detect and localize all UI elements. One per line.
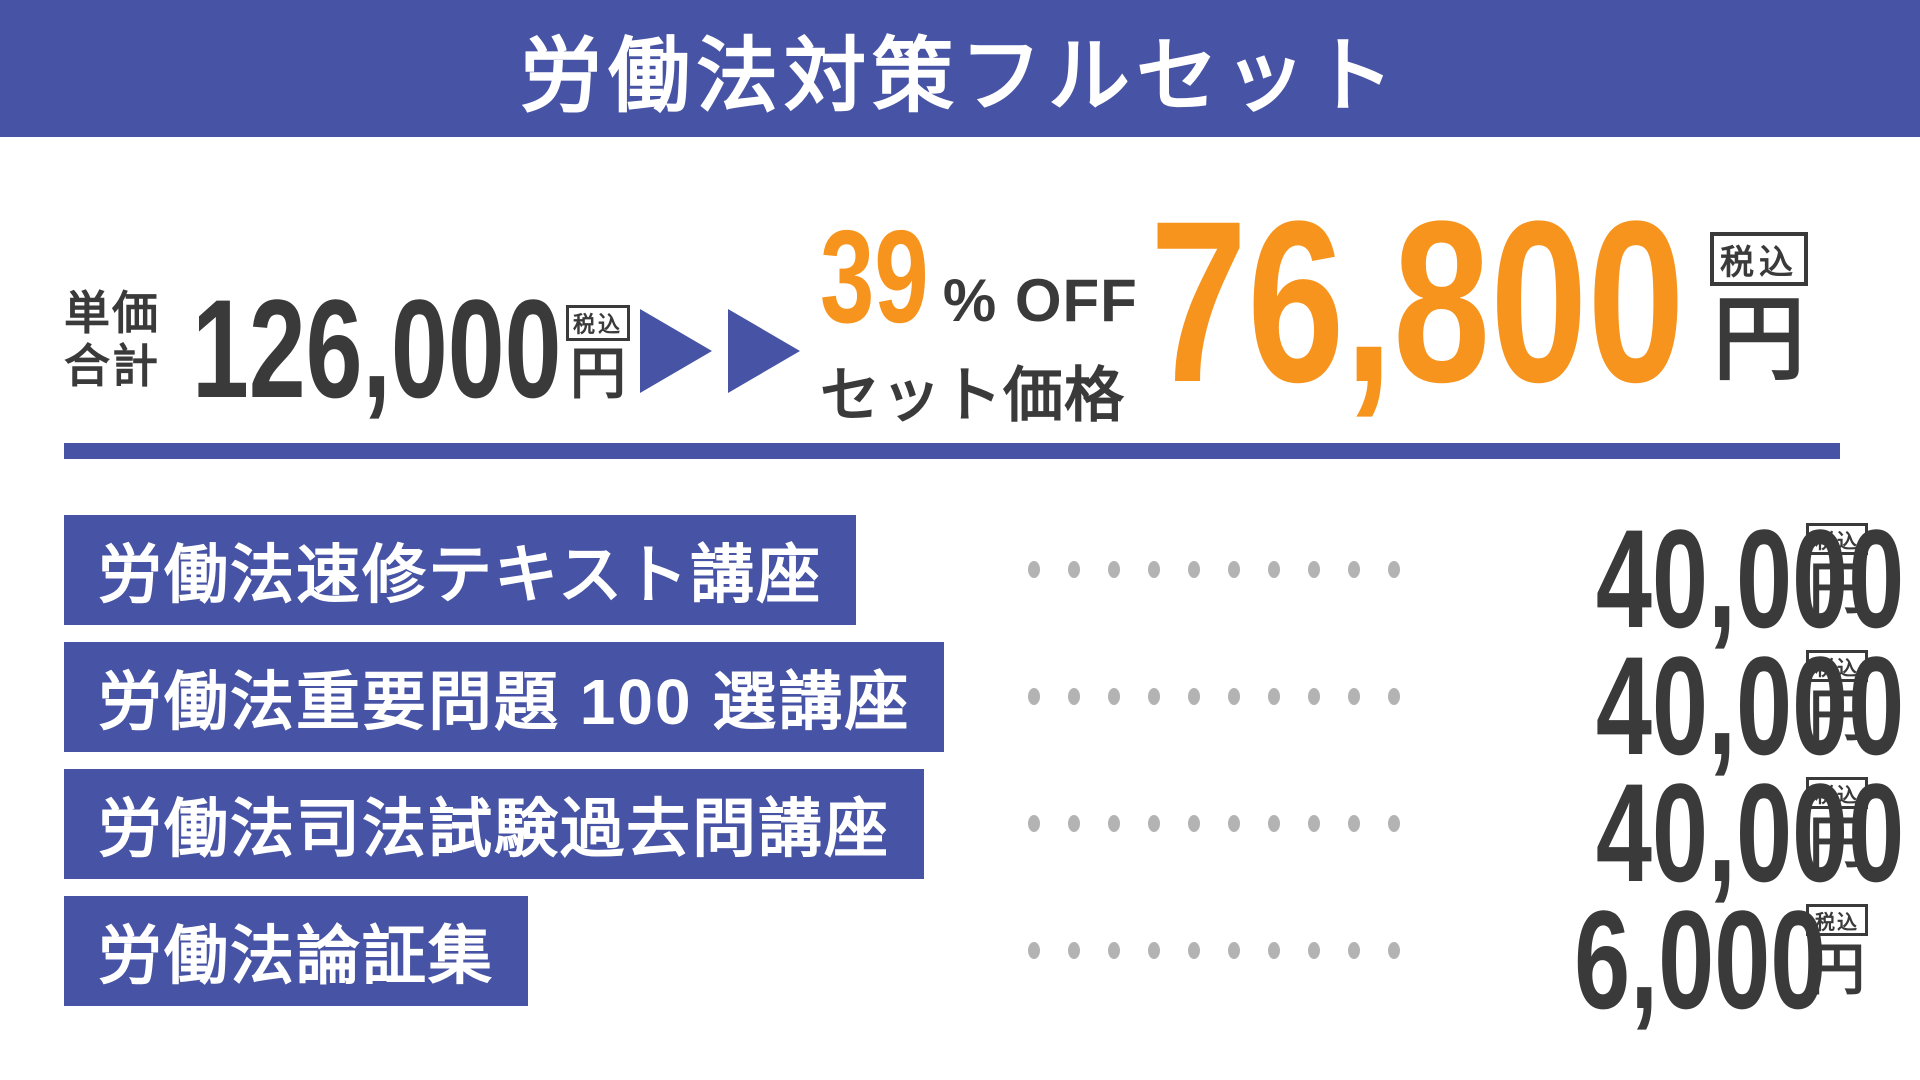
unit-currency-symbol: 円: [570, 342, 626, 405]
course-price: 6,000: [1574, 881, 1827, 1038]
unit-total-label-line2: 合計: [64, 340, 160, 393]
tax-included-badge: 税込: [566, 305, 630, 341]
course-price: 40,000: [1595, 627, 1905, 784]
course-price: 40,000: [1595, 754, 1905, 911]
arrow-right-icon: [728, 309, 800, 393]
discount-block: 39 % OFF セット価格: [820, 211, 1138, 434]
tax-included-badge: 税込: [1806, 523, 1868, 555]
course-price-group: 40,000 税込 円: [1476, 763, 1904, 903]
section-divider: [64, 443, 1840, 459]
list-item: 労働法重要問題 100 選講座 40,000 税込 円: [0, 636, 1920, 776]
set-price-badge-group: 税込 円: [1710, 232, 1808, 386]
currency-symbol: 円: [1809, 557, 1865, 620]
set-price-label: セット価格: [820, 362, 1125, 429]
set-price-value: 76,800: [1150, 173, 1685, 430]
page-title: 労働法対策フルセット: [519, 31, 1400, 122]
list-item: 労働法論証集 6,000 税込 円: [0, 890, 1920, 1030]
dotted-leader: [1028, 688, 1400, 705]
currency-symbol: 円: [1809, 938, 1865, 1001]
dotted-leader: [1028, 942, 1400, 959]
header-banner: 労働法対策フルセット: [0, 0, 1920, 137]
course-price-group: 40,000 税込 円: [1476, 509, 1904, 649]
unit-total-label-line1: 単価: [64, 287, 160, 339]
currency-symbol: 円: [1809, 684, 1865, 747]
course-price-badge-group: 税込 円: [1796, 509, 1878, 649]
price-summary: 単価 合計 126,000 税込 円 39 % OFF セット価格 76,800…: [0, 137, 1920, 443]
course-price-badge-group: 税込 円: [1796, 763, 1878, 903]
list-item: 労働法司法試験過去問講座 40,000 税込 円: [0, 763, 1920, 903]
discount-line: 39 % OFF: [820, 211, 1138, 343]
tax-included-badge: 税込: [1806, 777, 1868, 809]
course-price-badge-group: 税込 円: [1796, 636, 1878, 776]
discount-percent: 39: [820, 203, 929, 350]
unit-total-label: 単価 合計: [64, 287, 160, 394]
tax-included-badge: 税込: [1806, 904, 1868, 936]
course-name-label: 労働法司法試験過去問講座: [64, 769, 924, 879]
arrow-right-icon: [640, 309, 712, 393]
unit-total-price: 126,000: [192, 270, 562, 427]
dotted-leader: [1028, 561, 1400, 578]
list-item: 労働法速修テキスト講座 40,000 税込 円: [0, 509, 1920, 649]
course-name-label: 労働法論証集: [64, 896, 528, 1006]
course-name-label: 労働法速修テキスト講座: [64, 515, 857, 625]
course-name-label: 労働法重要問題 100 選講座: [64, 642, 945, 752]
course-price-badge-group: 税込 円: [1796, 890, 1878, 1030]
tax-included-badge: 税込: [1710, 232, 1808, 286]
course-price-group: 40,000 税込 円: [1476, 636, 1904, 776]
discount-off-text: % OFF: [942, 267, 1138, 334]
set-currency-symbol: 円: [1712, 289, 1805, 391]
tax-included-badge: 税込: [1806, 650, 1868, 682]
unit-price-badge-group: 税込 円: [566, 305, 630, 402]
course-price-group: 6,000 税込 円: [1476, 890, 1878, 1030]
course-list: 労働法速修テキスト講座 40,000 税込 円 労働法重要問題 100 選講座 …: [0, 509, 1920, 1030]
dotted-leader: [1028, 815, 1400, 832]
course-price: 40,000: [1595, 500, 1905, 657]
currency-symbol: 円: [1809, 811, 1865, 874]
